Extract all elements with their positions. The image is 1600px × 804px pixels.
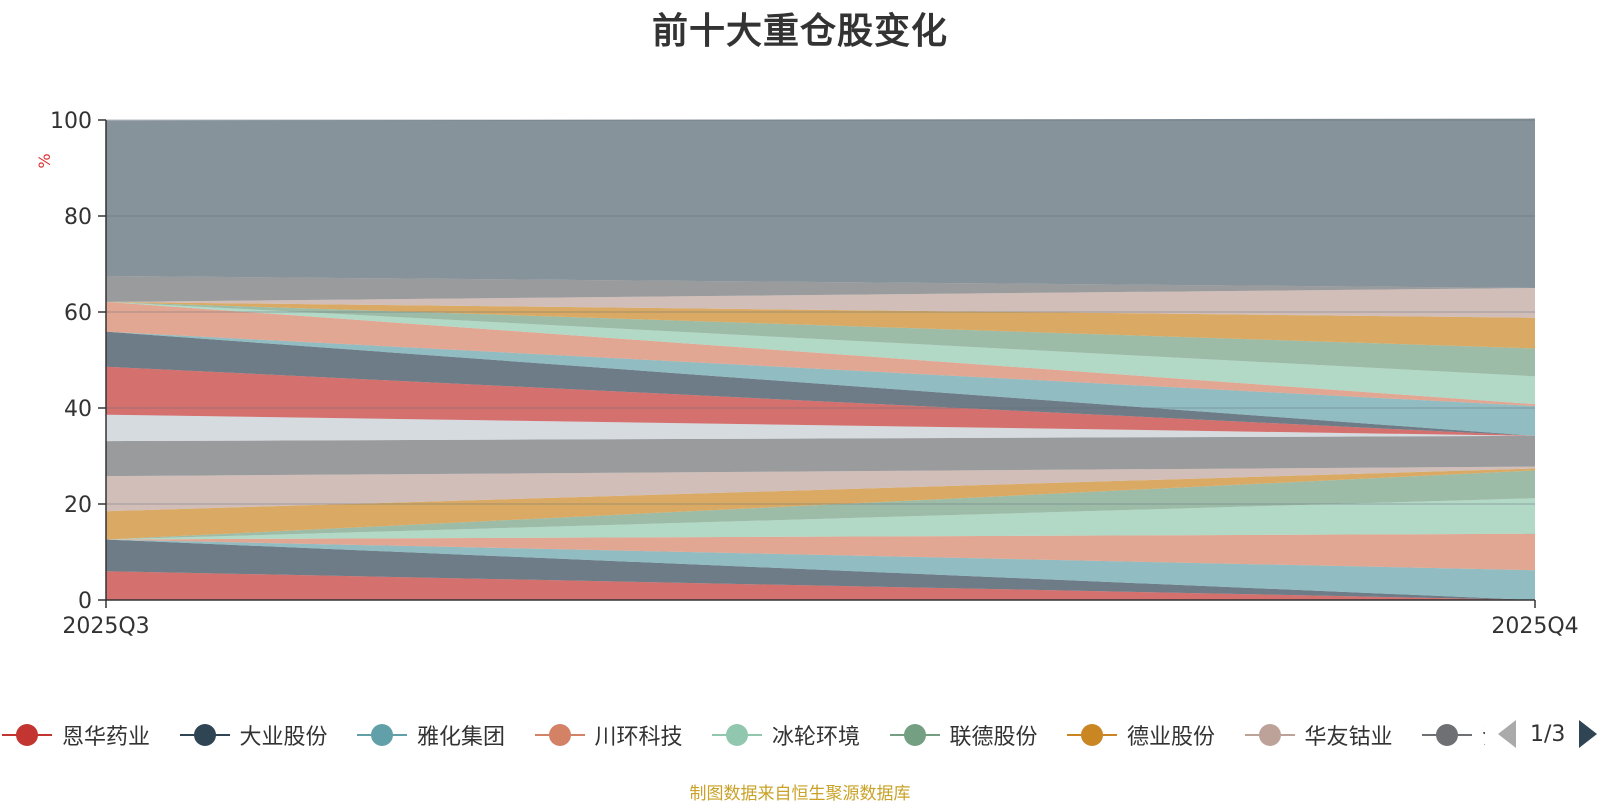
legend-item[interactable]: 氵 <box>1422 717 1485 753</box>
series-area-20 <box>106 276 1535 302</box>
legend-label: 冰轮环境 <box>772 725 861 750</box>
legend-item[interactable]: 大业股份 <box>179 717 328 753</box>
series-area-11 <box>106 414 1535 442</box>
page-indicator: 1/3 <box>1530 721 1566 747</box>
next-page-icon[interactable] <box>1579 720 1598 748</box>
chart-title: 前十大重仓股变化 <box>651 11 948 52</box>
legend-label: 大业股份 <box>239 725 328 750</box>
source-note: 制图数据来自恒生聚源数据库 <box>689 784 911 804</box>
series-area-14 <box>106 331 1535 436</box>
y-tick-label: 40 <box>64 397 92 422</box>
legend-marker-icon <box>889 717 940 753</box>
series-areas <box>106 118 1535 600</box>
series-area-16 <box>106 301 1535 405</box>
legend-label: 德业股份 <box>1127 725 1216 750</box>
legend-marker-icon <box>534 717 585 753</box>
legend-item[interactable]: 德业股份 <box>1067 717 1215 753</box>
legend-label: 联德股份 <box>949 725 1038 750</box>
legend-marker-icon <box>712 717 762 753</box>
legend-label: 川环科技 <box>594 725 683 750</box>
legend-item[interactable]: 冰轮环境 <box>712 717 860 753</box>
legend-item[interactable]: 恩华药业 <box>2 717 150 753</box>
legend-marker-icon <box>1422 717 1472 753</box>
y-tick-label: 80 <box>64 205 92 230</box>
series-area-6 <box>106 470 1535 540</box>
series-area-13 <box>106 331 1535 436</box>
legend-item[interactable]: 华友钴业 <box>1244 717 1393 753</box>
y-tick-label: 60 <box>64 301 92 326</box>
y-tick-label: 100 <box>50 109 92 134</box>
legend-marker-icon <box>179 717 230 753</box>
series-area-3 <box>106 539 1535 600</box>
series-area-4 <box>106 533 1535 571</box>
y-tick-label: 20 <box>64 493 92 518</box>
axes: 0 20 40 60 80 100 2025Q3 2025Q4 <box>50 109 1579 639</box>
legend-marker-icon <box>1067 717 1117 753</box>
legend-label: 雅化集团 <box>417 725 506 750</box>
legend-pager: 1/3 <box>1498 720 1598 748</box>
legend-marker-icon <box>357 717 407 753</box>
legend-marker-icon <box>2 717 52 753</box>
series-area-21 <box>106 118 1535 288</box>
series-area-8 <box>106 466 1535 512</box>
series-area-18 <box>106 301 1535 349</box>
legend-label: 华友钴业 <box>1304 725 1393 750</box>
legend-item[interactable]: 川环科技 <box>534 717 683 753</box>
series-area-17 <box>106 301 1535 377</box>
legend-label: 恩华药业 <box>62 725 151 750</box>
series-area-15 <box>106 301 1535 407</box>
legend-item[interactable]: 联德股份 <box>889 717 1038 753</box>
y-axis-label: % <box>35 153 54 168</box>
legend-item[interactable]: 雅化集团 <box>357 717 505 753</box>
series-area-1 <box>106 571 1535 600</box>
series-area-9 <box>106 435 1535 477</box>
prev-page-icon[interactable] <box>1498 720 1516 748</box>
legend: 恩华药业 大业股份 雅化集团 川环科技 冰轮环境 联德股份 德业股份 华友钴业 氵 <box>0 717 1485 753</box>
grid-lines <box>106 119 1535 505</box>
legend-marker-icon <box>1244 717 1295 753</box>
legend-label: 氵 <box>1482 719 1485 751</box>
y-tick-label: 0 <box>78 589 92 614</box>
x-tick-label: 2025Q3 <box>62 614 149 639</box>
series-area-7 <box>106 468 1535 540</box>
stacked-area-chart: 0 20 40 60 80 100 2025Q3 2025Q4 % <box>35 109 1579 639</box>
series-area-19 <box>106 288 1535 318</box>
x-tick-label: 2025Q4 <box>1491 614 1578 639</box>
